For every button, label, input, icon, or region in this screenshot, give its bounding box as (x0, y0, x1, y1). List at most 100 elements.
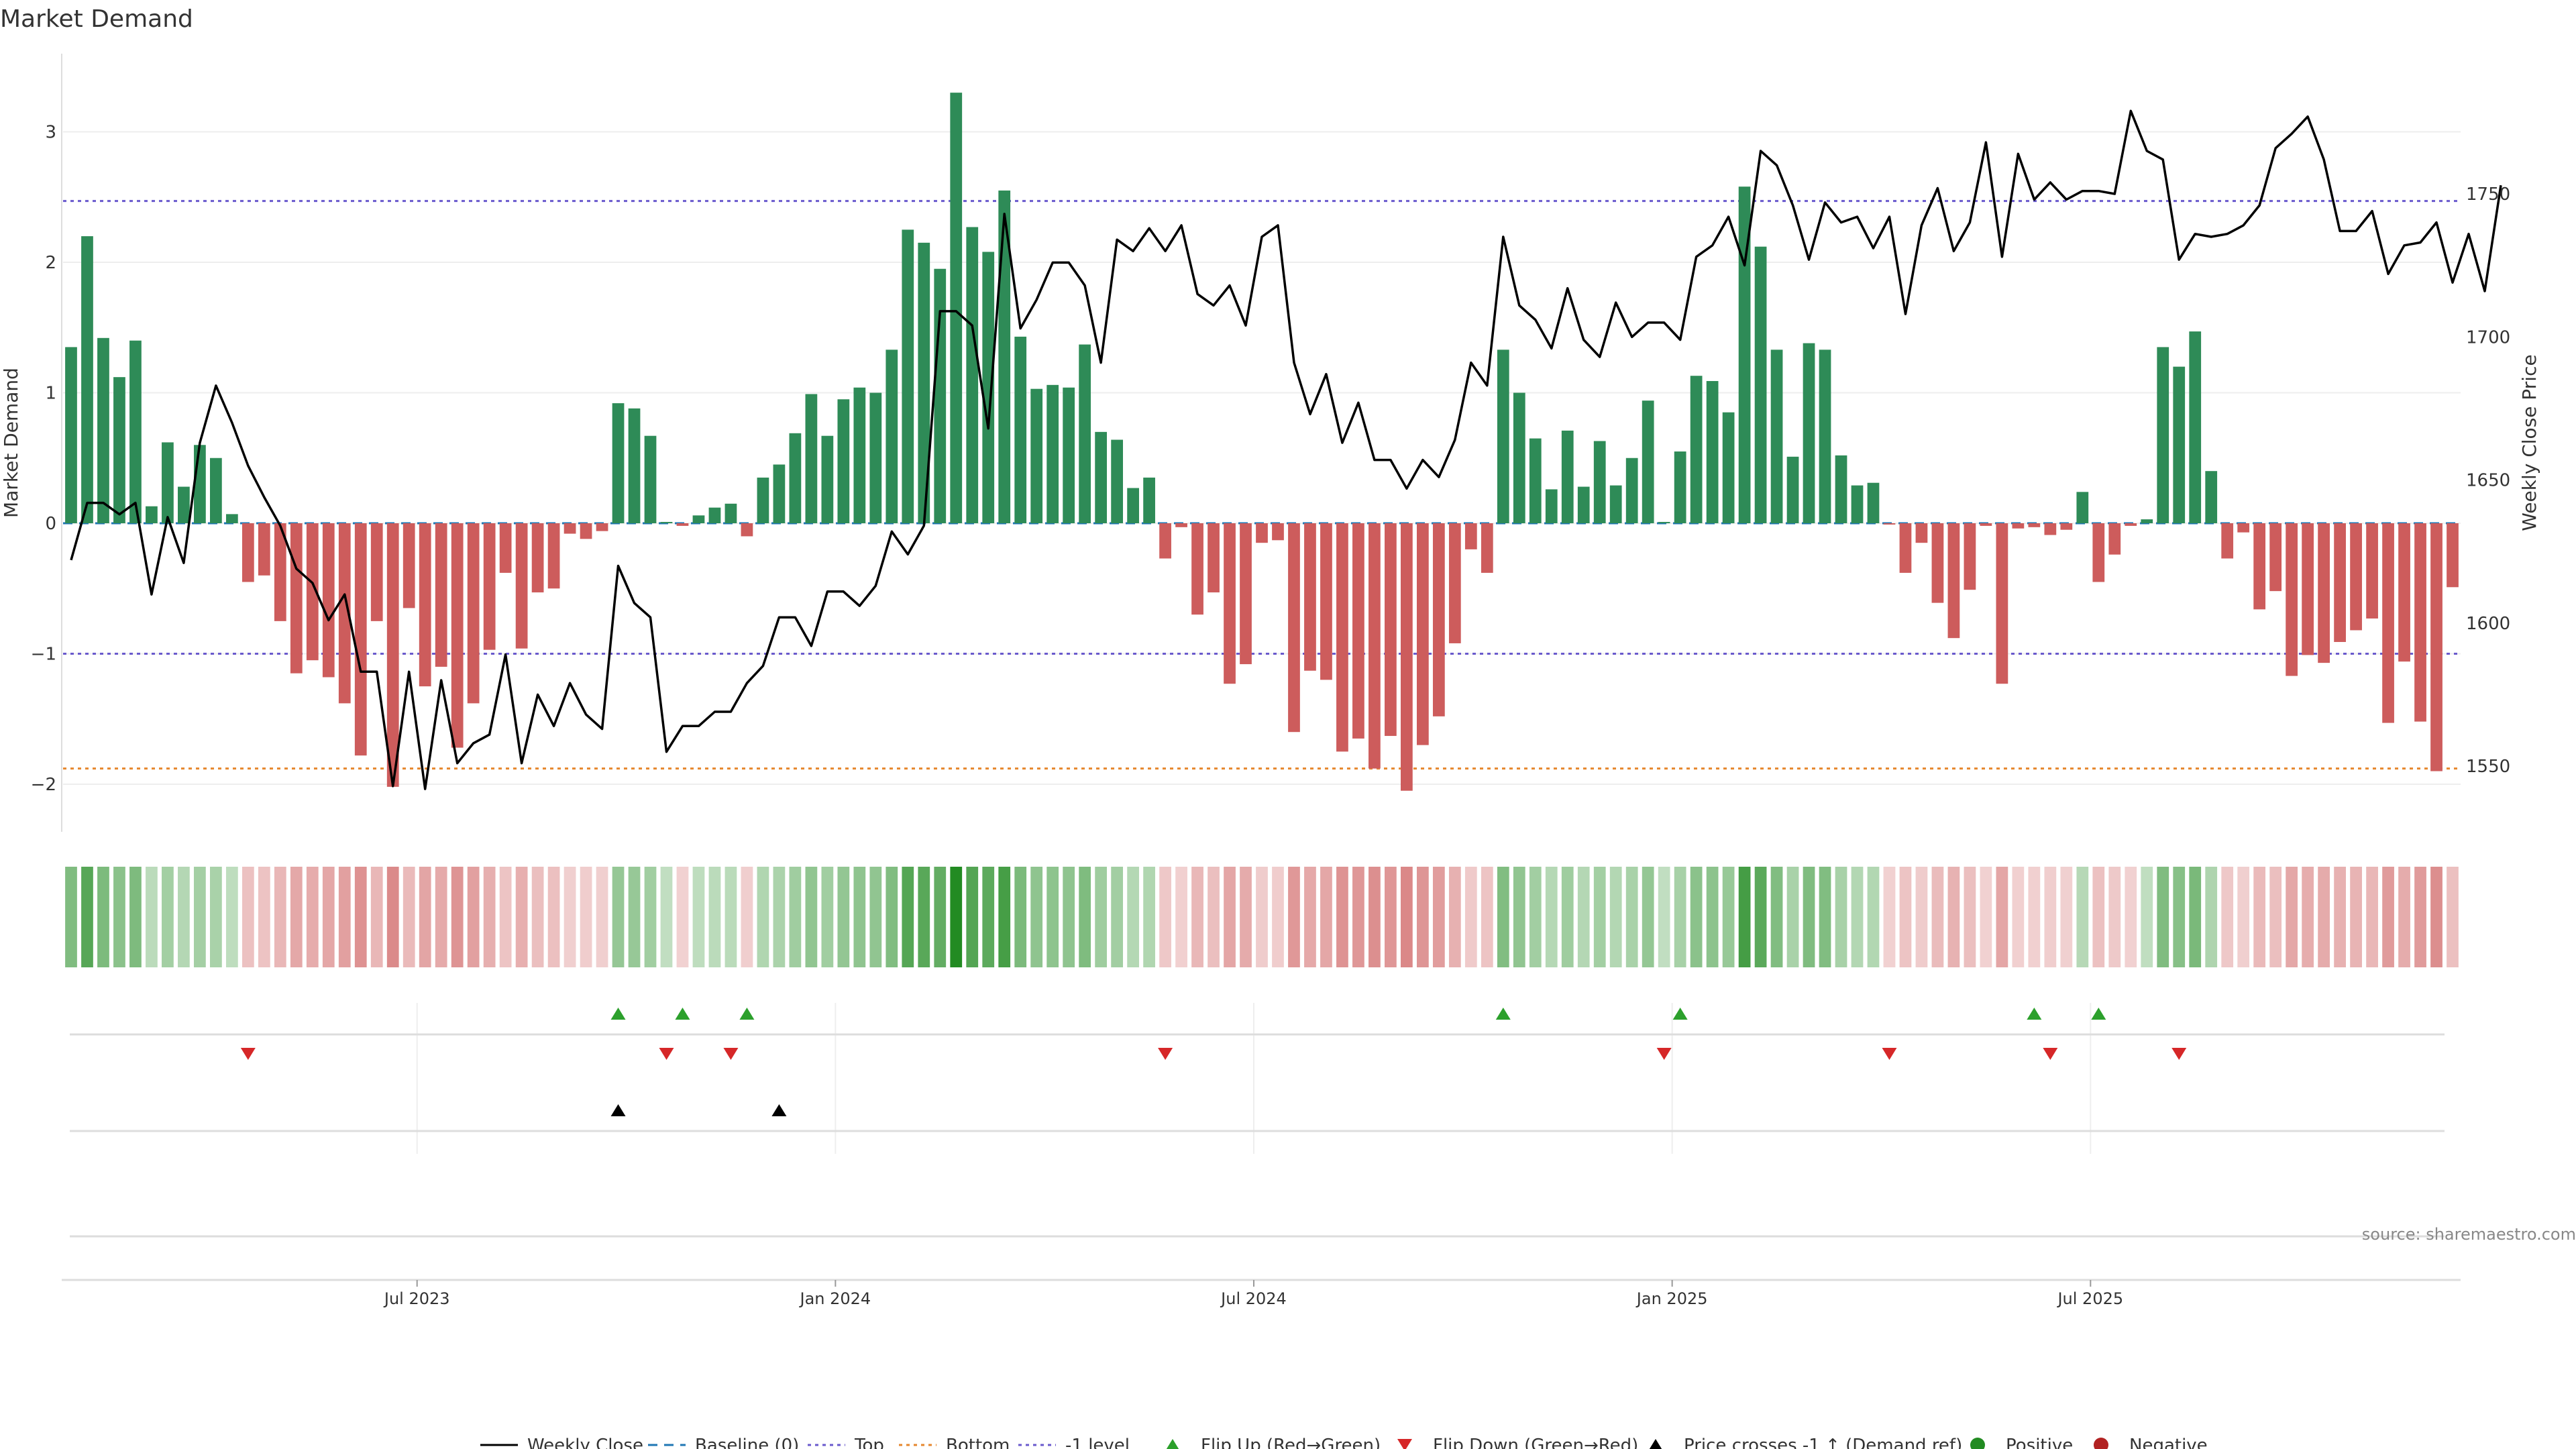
legend-flip-down-handle (1397, 1439, 1412, 1449)
demand-bar (1545, 489, 1558, 523)
heat-cell (146, 867, 158, 967)
heat-cell (1545, 867, 1558, 967)
heat-cell (322, 867, 335, 967)
heat-cell (837, 867, 850, 967)
flip-up-marker (2091, 1008, 2106, 1020)
demand-bar (338, 523, 351, 704)
heat-cell (1464, 867, 1477, 967)
heat-cell (1529, 867, 1542, 967)
demand-bar (2012, 523, 2025, 529)
demand-bar (1529, 438, 1542, 523)
flip-down-marker (1158, 1048, 1173, 1060)
heat-cell (853, 867, 866, 967)
demand-bar (1304, 523, 1316, 671)
heat-cell (241, 867, 254, 967)
demand-bar (2398, 523, 2410, 662)
demand-bar (2334, 523, 2346, 642)
heat-cell (1947, 867, 1960, 967)
heat-cell (1224, 867, 1236, 967)
heat-cell (483, 867, 496, 967)
demand-bar (789, 433, 802, 523)
x-tick-label: Jul 2025 (2056, 1289, 2123, 1308)
heat-cell (1577, 867, 1590, 967)
left-tick-label: −2 (31, 775, 56, 795)
demand-bar (97, 337, 109, 523)
demand-bar (2060, 523, 2073, 530)
demand-bar (2366, 523, 2378, 619)
demand-bar (966, 227, 979, 523)
demand-bars (65, 93, 2459, 791)
x-tick-label: Jul 2023 (383, 1289, 450, 1308)
demand-bar (612, 403, 625, 523)
demand-bar (483, 523, 496, 650)
heat-cell (902, 867, 914, 967)
heat-cell (2382, 867, 2394, 967)
demand-bar (2141, 519, 2153, 523)
right-tick-label: 1650 (2466, 471, 2510, 491)
demand-bar (1706, 380, 1719, 523)
demand-bar (2205, 471, 2218, 523)
demand-bar (660, 522, 673, 523)
heat-cell (97, 867, 109, 967)
demand-bar (1899, 523, 1912, 573)
heat-cell (1835, 867, 1847, 967)
flip-down-marker (240, 1048, 256, 1060)
right-axis-label: Weekly Close Price (2518, 354, 2540, 531)
demand-bar (2286, 523, 2298, 676)
heat-cell (1803, 867, 1815, 967)
heat-cell (386, 867, 399, 967)
demand-bar (1915, 523, 1928, 543)
flip-up-marker (739, 1008, 755, 1020)
demand-bar (741, 523, 753, 537)
demand-bar (869, 392, 882, 523)
flip-down-marker (1656, 1048, 1672, 1060)
demand-bar (1577, 486, 1590, 523)
right-tick-label: 1750 (2466, 184, 2510, 205)
heat-cell (531, 867, 544, 967)
demand-bar (628, 408, 641, 523)
heat-cell (1690, 867, 1703, 967)
demand-bar (2318, 523, 2330, 663)
heat-cell (290, 867, 303, 967)
demand-bar (1256, 523, 1268, 543)
heat-cell (451, 867, 464, 967)
heat-cell (435, 867, 447, 967)
chart-title: Market Demand (0, 5, 193, 33)
main-panel-grid (61, 54, 2461, 832)
legend-positive-handle (1970, 1438, 1985, 1449)
demand-bar (902, 229, 914, 523)
demand-bar (1272, 523, 1284, 541)
heat-cell (1609, 867, 1622, 967)
demand-bar (1191, 523, 1203, 615)
heat-cell (644, 867, 657, 967)
flip-up-marker (2027, 1008, 2042, 1020)
demand-bar (258, 523, 270, 576)
demand-bar (178, 486, 190, 523)
demand-bar (290, 523, 303, 674)
demand-bar (1996, 523, 2008, 684)
flip-up-marker (610, 1008, 626, 1020)
heat-cell (1851, 867, 1864, 967)
demand-bar (1401, 523, 1413, 791)
heat-cell (1883, 867, 1896, 967)
right-axis-ticks: 1750 1700 1650 1600 1550 (2466, 184, 2510, 777)
heat-cell (1014, 867, 1027, 967)
heat-cell (2366, 867, 2378, 967)
heat-cell (660, 867, 673, 967)
demand-bar (322, 523, 335, 678)
weekly-close-polyline (70, 109, 2502, 790)
heat-cell (1095, 867, 1108, 967)
heat-cell (2141, 867, 2153, 967)
legend-flip-up-handle (1166, 1439, 1179, 1449)
demand-bar (1754, 246, 1767, 523)
heat-cell (1658, 867, 1670, 967)
demand-bar (1336, 523, 1348, 752)
demand-bar (1240, 523, 1252, 665)
heat-cell (869, 867, 882, 967)
heat-cell (467, 867, 480, 967)
demand-bar (274, 523, 286, 621)
legend-label: Negative (2129, 1436, 2208, 1449)
legend-label: -1 level (1065, 1436, 1130, 1449)
legend: Weekly Close Baseline (0) Top Bottom -1 leve… (480, 1436, 2208, 1449)
